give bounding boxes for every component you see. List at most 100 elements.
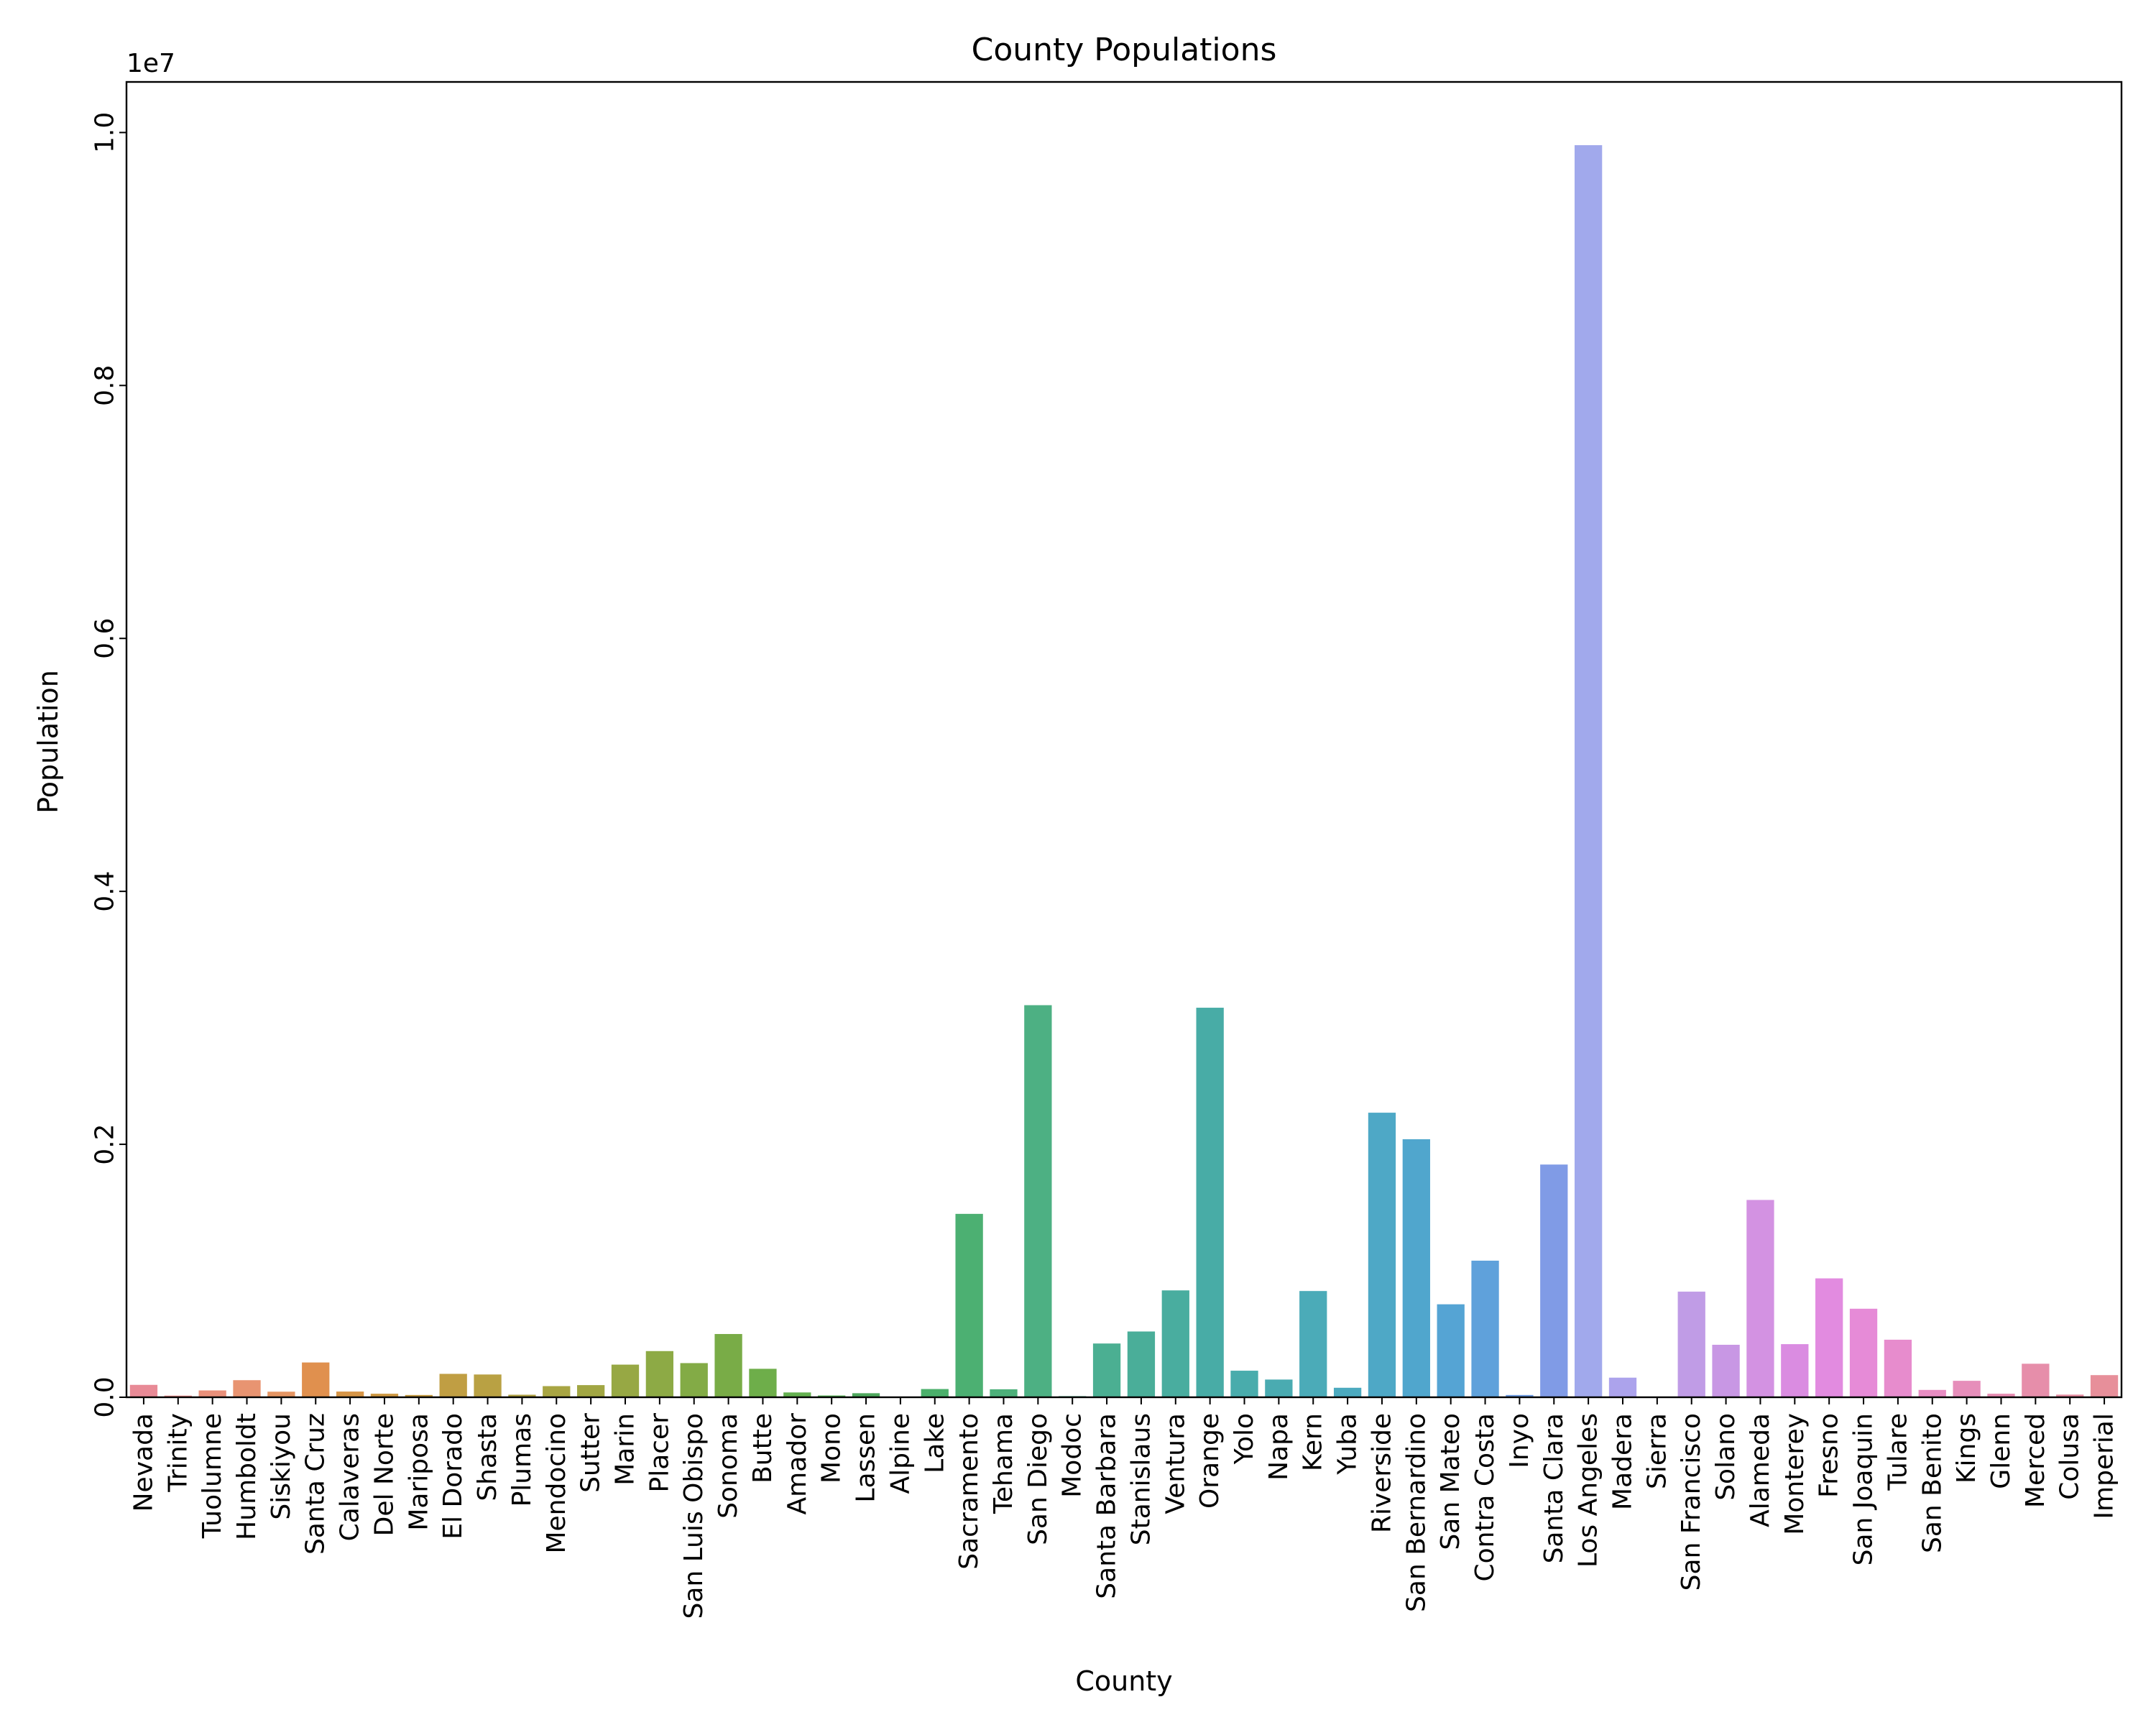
bar <box>508 1394 536 1397</box>
x-tick-label: Sutter <box>576 1413 606 1493</box>
x-tick-label: Merced <box>2021 1413 2050 1508</box>
bar <box>2022 1363 2050 1397</box>
bar <box>1746 1200 1774 1397</box>
x-tick-label: Fresno <box>1815 1413 1844 1498</box>
bar <box>576 1385 605 1397</box>
x-axis: Nevada Trinity Tuolumne Humboldt Siskiyou San… <box>129 1397 2119 1619</box>
bar <box>1987 1394 2015 1397</box>
bar <box>1299 1291 1327 1397</box>
bar <box>1574 144 1603 1398</box>
bar <box>370 1394 399 1397</box>
bar <box>1884 1339 1912 1397</box>
x-tick-label: Yuba <box>1333 1413 1363 1476</box>
x-tick-label: Orange <box>1195 1413 1225 1509</box>
x-tick-label: Ventura <box>1161 1413 1190 1514</box>
bar <box>1437 1304 1465 1397</box>
x-tick-label: San Mateo <box>1436 1413 1465 1550</box>
x-tick-label: Tuolumne <box>198 1413 227 1539</box>
y-axis: 0.0 0.2 0.4 0.6 0.8 1.0 <box>91 112 126 1418</box>
bar <box>1092 1343 1121 1397</box>
x-tick-label: Colusa <box>2055 1413 2085 1500</box>
bar <box>1506 1394 1534 1397</box>
y-tick-label: 0.2 <box>91 1123 120 1164</box>
x-tick-label: Kings <box>1952 1413 1981 1484</box>
bar <box>1230 1371 1258 1397</box>
bar <box>1608 1377 1637 1397</box>
x-tick-label: San Diego <box>1023 1413 1053 1545</box>
bar <box>405 1394 433 1397</box>
x-tick-label: Sonoma <box>714 1413 743 1519</box>
bar <box>1024 1005 1052 1397</box>
x-tick-label: Imperial <box>2090 1413 2119 1519</box>
y-tick-label: 0.4 <box>91 871 120 912</box>
x-tick-label: Nevada <box>129 1413 158 1512</box>
bar <box>1849 1308 1878 1397</box>
bar <box>1368 1113 1396 1397</box>
x-tick-label: San Luis Obispo <box>679 1413 709 1619</box>
bar <box>1918 1389 1946 1397</box>
bar <box>1196 1008 1224 1397</box>
bar <box>1161 1290 1189 1397</box>
bar <box>1471 1260 1499 1397</box>
x-tick-label: Kern <box>1299 1413 1328 1471</box>
x-tick-label: Modoc <box>1058 1413 1087 1498</box>
x-tick-label: Tehama <box>989 1413 1018 1514</box>
x-tick-label: San Francisco <box>1677 1413 1706 1591</box>
bar <box>852 1393 880 1397</box>
y-tick-label: 0.0 <box>91 1376 120 1417</box>
x-tick-label: Lassen <box>852 1413 881 1503</box>
bars-group <box>129 144 2119 1398</box>
bar <box>543 1386 571 1397</box>
x-tick-label: San Bernardino <box>1401 1413 1431 1612</box>
x-tick-label: San Joaquin <box>1849 1413 1879 1565</box>
x-tick-label: Siskiyou <box>267 1413 296 1520</box>
x-tick-label: Yolo <box>1230 1413 1259 1465</box>
x-tick-label: Humboldt <box>232 1413 262 1540</box>
x-tick-label: Mendocino <box>542 1413 571 1554</box>
bar <box>233 1380 261 1397</box>
x-tick-label: Butte <box>748 1413 778 1484</box>
x-tick-label: Alpine <box>885 1413 915 1494</box>
y-tick-label: 1.0 <box>91 112 120 153</box>
bar <box>198 1390 226 1397</box>
x-tick-label: Los Angeles <box>1574 1413 1603 1568</box>
bar <box>1712 1344 1740 1397</box>
x-tick-label: Contra Costa <box>1470 1413 1500 1582</box>
x-tick-label: Glenn <box>1986 1413 2016 1489</box>
bar <box>921 1389 949 1397</box>
bar <box>611 1364 640 1397</box>
x-tick-label: Sierra <box>1642 1413 1672 1489</box>
x-tick-label: Santa Cruz <box>301 1413 331 1555</box>
bar <box>439 1374 467 1397</box>
bar <box>714 1334 742 1397</box>
bar <box>818 1395 846 1397</box>
x-tick-label: Alameda <box>1746 1413 1775 1527</box>
x-tick-label: Placer <box>645 1413 674 1493</box>
y-axis-label: Population <box>32 670 64 814</box>
x-tick-label: Amador <box>783 1413 812 1515</box>
x-tick-label: Shasta <box>473 1413 502 1501</box>
x-tick-label: Santa Clara <box>1539 1413 1569 1563</box>
x-tick-label: Plumas <box>507 1413 537 1506</box>
y-tick-label: 0.6 <box>91 618 120 659</box>
bar <box>680 1363 708 1397</box>
bar <box>783 1392 811 1397</box>
bar <box>1333 1387 1362 1397</box>
x-tick-label: Sacramento <box>954 1413 984 1570</box>
x-tick-label: Mono <box>817 1413 847 1484</box>
bar <box>474 1374 502 1397</box>
bar <box>1402 1139 1430 1397</box>
x-tick-label: Madera <box>1608 1413 1638 1510</box>
x-tick-label: Mariposa <box>404 1413 433 1531</box>
y-tick-label: 0.8 <box>91 365 120 406</box>
x-tick-label: Solano <box>1711 1413 1741 1501</box>
x-tick-label: Del Norte <box>369 1413 399 1536</box>
x-tick-label: Inyo <box>1505 1413 1534 1468</box>
bar <box>990 1389 1018 1397</box>
x-tick-label: Napa <box>1264 1413 1294 1481</box>
x-tick-label: Marin <box>611 1413 640 1486</box>
bar <box>749 1368 777 1397</box>
chart-title: County Populations <box>972 32 1277 68</box>
x-tick-label: El Dorado <box>438 1413 468 1540</box>
